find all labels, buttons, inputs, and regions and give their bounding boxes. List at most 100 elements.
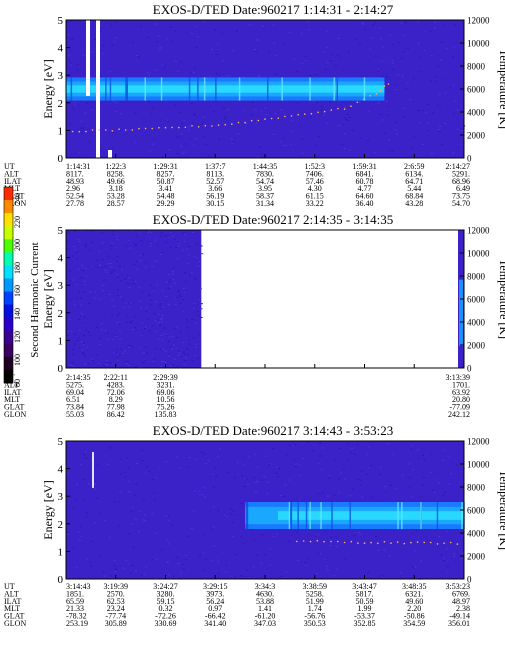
orbit-cell: -77.09: [449, 403, 470, 412]
energy-band-core: [277, 511, 464, 520]
orbit-cell: 2:14:27: [446, 162, 470, 171]
orbit-cell: 49.66: [107, 177, 125, 186]
orbit-cell: 65.59: [66, 597, 84, 606]
spectrogram-edge-band: [459, 279, 463, 346]
colorbar-swatch: [4, 187, 13, 201]
orbit-cell: 5817.: [356, 589, 374, 598]
orbit-cell: 73.75: [452, 192, 470, 201]
colorbar-tick-label: 200: [13, 239, 22, 251]
orbit-cell: 68.96: [452, 177, 470, 186]
orbit-row-label: GLAT: [4, 192, 25, 201]
orbit-cell: -49.14: [449, 612, 470, 621]
orbit-row-label: GLON: [4, 410, 26, 419]
orbit-cell: 72.06: [107, 388, 125, 397]
orbit-cell: 2570.: [107, 589, 125, 598]
orbit-cell: 77.98: [107, 403, 125, 412]
orbit-cell: 5258.: [306, 589, 324, 598]
colorbar-swatch: [4, 278, 13, 293]
orbit-cell: 6841.: [356, 169, 374, 178]
panel-title: EXOS-D/TED Date:960217 1:14:31 - 2:14:27: [153, 2, 394, 17]
orbit-row-label: MLT: [4, 395, 20, 404]
orbit-row-label: ILAT: [4, 388, 21, 397]
orbit-cell: 3231.: [157, 380, 175, 389]
orbit-cell: -78.32: [66, 612, 87, 621]
orbit-cell: 48.93: [66, 177, 84, 186]
temperature-tick-label: 10000: [467, 460, 490, 470]
orbit-cell: 8258.: [107, 169, 125, 178]
temperature-axis-label: Temperature [K]: [497, 259, 505, 339]
energy-band-stripes: [70, 77, 366, 101]
orbit-row-label: UT: [4, 582, 15, 591]
temperature-tick-label: 4000: [467, 529, 486, 539]
orbit-cell: 4283.: [107, 380, 125, 389]
colorbar-tick-label: 240: [13, 193, 22, 205]
colorbar-swatch: [4, 226, 13, 240]
orbit-cell: 60.78: [356, 177, 374, 186]
orbit-cell: 33.22: [306, 199, 324, 208]
orbit-cell: 8117.: [66, 169, 84, 178]
temperature-tick-label: 12000: [467, 437, 490, 447]
energy-tick-label: 5: [58, 15, 64, 27]
orbit-cell: 6.51: [66, 395, 80, 404]
energy-tick-label: 3: [58, 491, 64, 503]
spectrogram-noise: [66, 230, 204, 368]
energy-tick-label: 3: [58, 70, 64, 82]
colorbar-swatch: [4, 239, 13, 253]
orbit-cell: 86.42: [107, 410, 125, 419]
orbit-cell: 68.84: [405, 192, 423, 201]
time-axis: [65, 154, 465, 158]
orbit-cell: 1:29:31: [153, 162, 177, 171]
colorbar-swatch: [4, 304, 13, 319]
orbit-cell: 61.15: [306, 192, 324, 201]
orbit-cell: 50.59: [356, 597, 374, 606]
panel-title: EXOS-D/TED Date:960217 3:14:43 - 3:53:23: [153, 423, 393, 438]
orbit-cell: 2:6:59: [404, 162, 424, 171]
orbit-cell: 135.83: [155, 410, 177, 419]
orbit-cell: 56.24: [206, 597, 224, 606]
colorbar-label: Second Harmonic Current: [29, 242, 41, 357]
temperature-tick-label: 4000: [467, 318, 486, 328]
orbit-cell: 43.28: [405, 199, 423, 208]
orbit-cell: 30.15: [206, 199, 224, 208]
orbit-cell: 3:14:43: [66, 582, 90, 591]
temperature-tick-label: 12000: [467, 226, 490, 236]
orbit-cell: 54.48: [157, 192, 175, 201]
orbit-cell: 3973.: [206, 589, 224, 598]
temperature-tick-label: 4000: [467, 108, 486, 118]
energy-tick-label: 4: [58, 43, 64, 55]
orbit-cell: 6769.: [452, 589, 470, 598]
orbit-cell: 56.19: [206, 192, 224, 201]
orbit-cell: 59.15: [157, 597, 175, 606]
energy-tick-label: 2: [58, 519, 64, 531]
temperature-tick-label: 6000: [467, 295, 486, 305]
energy-tick-label: 3: [58, 280, 64, 292]
temperature-tick-label: 8000: [467, 483, 486, 493]
data-gap: [86, 20, 90, 96]
orbit-cell: 1701.: [452, 380, 470, 389]
orbit-cell: -61.20: [255, 612, 276, 621]
colorbar-tick-label: 100: [13, 354, 22, 366]
orbit-cell: 4.30: [308, 184, 322, 193]
orbit-cell: -66.42: [205, 612, 226, 621]
orbit-row-label: UT: [4, 162, 15, 171]
energy-tick-label: 0: [58, 153, 64, 165]
orbit-cell: 53.28: [107, 192, 125, 201]
orbit-cell: -56.76: [304, 612, 325, 621]
orbit-cell: 1:52:3: [305, 162, 325, 171]
orbit-cell: 3:43:47: [352, 582, 376, 591]
orbit-cell: 3:48:35: [402, 582, 426, 591]
orbit-cell: 3:19:39: [104, 582, 128, 591]
energy-tick-label: 4: [58, 253, 64, 265]
temperature-trace: [65, 83, 390, 133]
orbit-cell: 305.89: [105, 619, 127, 628]
temperature-tick-label: 8000: [467, 62, 486, 72]
orbit-cell: 3.95: [258, 184, 272, 193]
orbit-cell: 36.40: [356, 199, 374, 208]
colorbar-swatch: [4, 343, 13, 358]
temperature-tick-label: 6000: [467, 506, 486, 516]
time-axis: [65, 575, 465, 579]
orbit-cell: 48.97: [452, 597, 470, 606]
panel-2: EXOS-D/TED Date:960217 2:14:35 - 3:14:35…: [4, 212, 505, 419]
colorbar-tick-label: 180: [13, 262, 22, 274]
orbit-cell: 356.01: [448, 619, 470, 628]
